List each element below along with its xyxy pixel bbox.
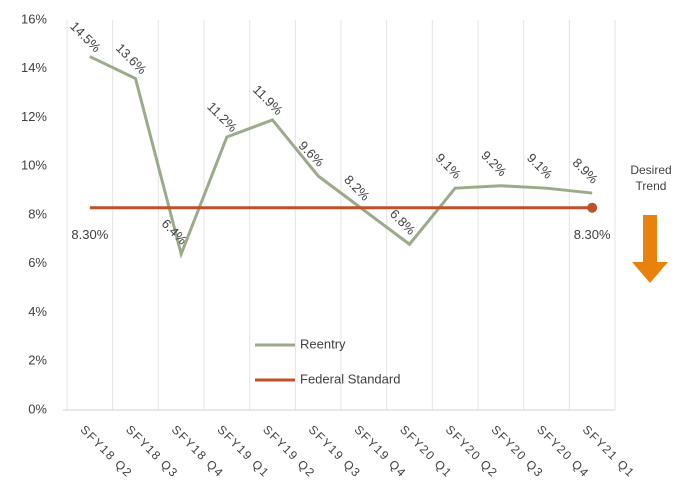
data-label: 8.30%: [574, 227, 611, 242]
data-label: 8.9%: [570, 155, 602, 187]
legend-label: Federal Standard: [300, 371, 400, 386]
y-tick-label: 4%: [28, 304, 47, 319]
data-label: 9.1%: [433, 150, 465, 182]
y-tick-label: 6%: [28, 255, 47, 270]
series-line: [89, 55, 593, 259]
y-tick-label: 14%: [21, 60, 47, 75]
data-label: 9.1%: [524, 150, 556, 182]
y-tick-label: 8%: [28, 206, 47, 221]
y-tick-label: 10%: [21, 158, 47, 173]
data-label: 14.5%: [67, 19, 104, 56]
data-label: 8.30%: [71, 227, 108, 242]
y-tick-label: 2%: [28, 353, 47, 368]
y-tick-label: 16%: [21, 11, 47, 26]
y-tick-label: 12%: [21, 109, 47, 124]
data-label: 8.2%: [341, 172, 373, 204]
data-label: 6.8%: [387, 206, 419, 238]
data-label: 11.9%: [250, 82, 286, 118]
desired-trend-arrow: [632, 215, 668, 283]
data-label: 11.2%: [204, 99, 240, 135]
end-marker: [587, 202, 598, 213]
legend-label: Reentry: [300, 336, 346, 351]
annotation: Desired Trend: [630, 163, 672, 193]
data-label: 9.2%: [478, 148, 510, 180]
y-tick-label: 0%: [28, 401, 47, 416]
